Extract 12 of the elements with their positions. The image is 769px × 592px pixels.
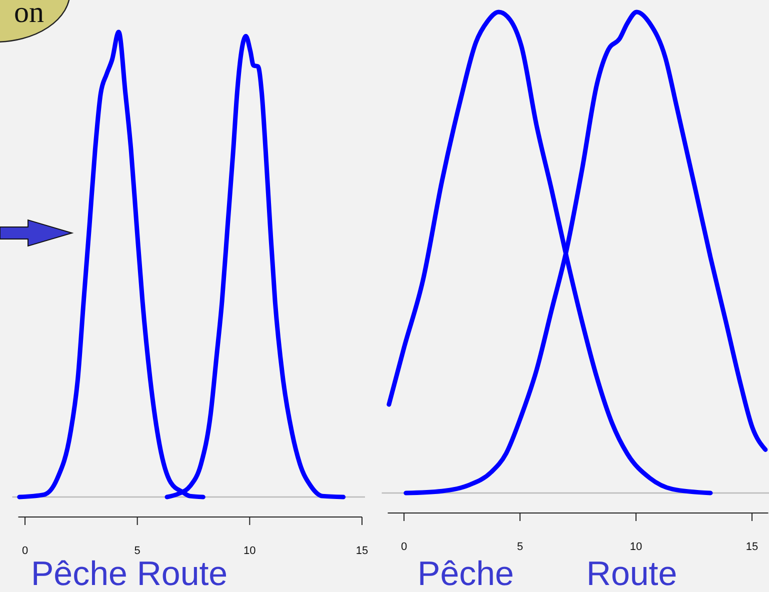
x-tick-label: 15 (746, 541, 758, 553)
x-tick-label: 0 (400, 541, 408, 553)
text: Route (586, 555, 678, 592)
x-tick-label: 10 (630, 541, 642, 553)
x-axis-title: Pêche Route (31, 555, 228, 592)
x-tick-label: 5 (516, 541, 524, 553)
x-tick-label: 5 (134, 545, 140, 557)
x-tick-label: 10 (244, 545, 256, 557)
oval-badge: on (0, 0, 71, 43)
x-tick-label: 15 (356, 545, 368, 557)
x-tick-label: 0 (22, 545, 28, 557)
text: Pêche (418, 555, 514, 592)
